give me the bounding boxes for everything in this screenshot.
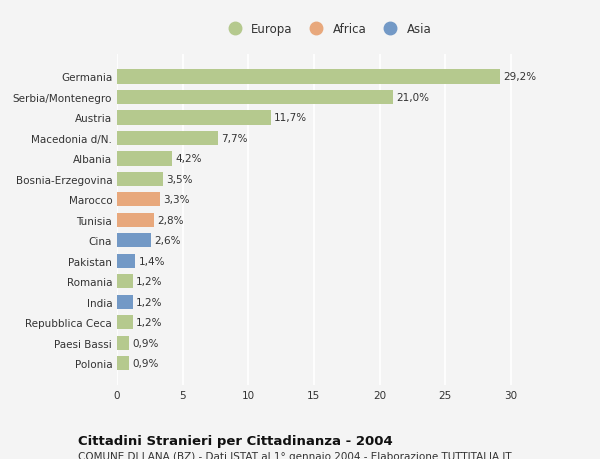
Bar: [117, 315, 133, 330]
Text: 4,2%: 4,2%: [175, 154, 202, 164]
Bar: [117, 172, 163, 187]
Bar: [117, 90, 392, 105]
Bar: [117, 336, 129, 350]
Bar: [117, 111, 271, 125]
Text: 11,7%: 11,7%: [274, 113, 307, 123]
Text: 21,0%: 21,0%: [396, 93, 429, 103]
Text: 0,9%: 0,9%: [132, 338, 158, 348]
Bar: [117, 193, 160, 207]
Bar: [117, 152, 172, 166]
Text: 7,7%: 7,7%: [221, 134, 248, 144]
Text: 3,5%: 3,5%: [166, 174, 193, 185]
Bar: [117, 254, 136, 269]
Legend: Europa, Africa, Asia: Europa, Africa, Asia: [218, 18, 436, 40]
Bar: [117, 213, 154, 228]
Bar: [117, 70, 500, 84]
Text: 0,9%: 0,9%: [132, 358, 158, 369]
Text: 3,3%: 3,3%: [164, 195, 190, 205]
Bar: [117, 295, 133, 309]
Bar: [117, 234, 151, 248]
Text: 1,2%: 1,2%: [136, 318, 163, 328]
Text: 1,2%: 1,2%: [136, 297, 163, 307]
Bar: [117, 274, 133, 289]
Text: 1,4%: 1,4%: [139, 256, 165, 266]
Text: 2,8%: 2,8%: [157, 215, 184, 225]
Text: Cittadini Stranieri per Cittadinanza - 2004: Cittadini Stranieri per Cittadinanza - 2…: [78, 434, 393, 447]
Text: 29,2%: 29,2%: [503, 72, 536, 82]
Bar: [117, 131, 218, 146]
Text: COMUNE DI LANA (BZ) - Dati ISTAT al 1° gennaio 2004 - Elaborazione TUTTITALIA.IT: COMUNE DI LANA (BZ) - Dati ISTAT al 1° g…: [78, 451, 512, 459]
Text: 2,6%: 2,6%: [154, 236, 181, 246]
Text: 1,2%: 1,2%: [136, 277, 163, 286]
Bar: [117, 356, 129, 370]
